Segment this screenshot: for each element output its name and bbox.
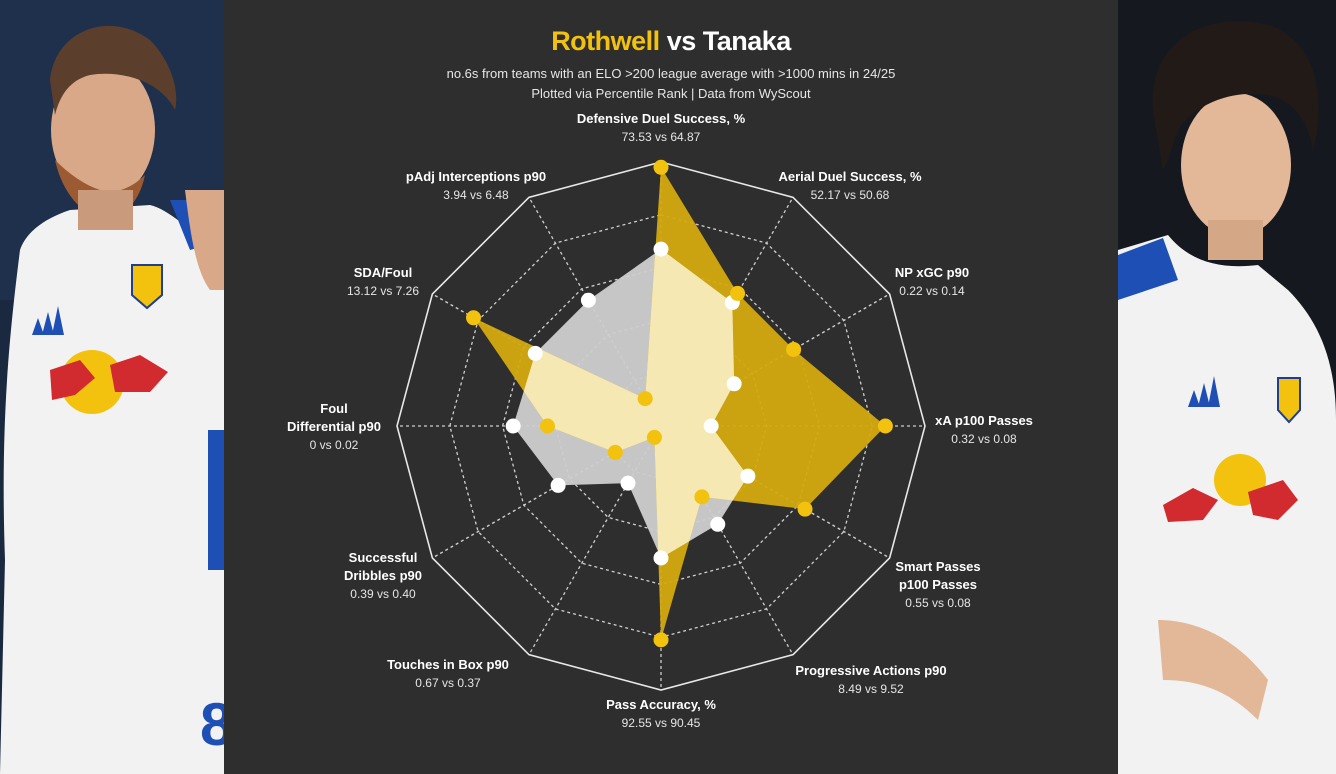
axis-label: xA p100 Passes 0.32 vs 0.08 [935, 412, 1033, 448]
axis-label: pAdj Interceptions p90 3.94 vs 6.48 [406, 168, 546, 204]
point-rothwell [786, 341, 802, 357]
axis-label: Smart Passes p100 Passes 0.55 vs 0.08 [895, 558, 980, 612]
axis-label-values: 92.55 vs 90.45 [621, 716, 701, 730]
point-tanaka [653, 241, 669, 257]
axis-label-values: 13.12 vs 7.26 [346, 284, 420, 298]
grid-ring [396, 161, 926, 691]
radar-series [473, 167, 886, 640]
point-tanaka [550, 477, 566, 493]
axis-label-name: Smart Passes p100 Passes [895, 559, 981, 592]
axis-label-values: 0.67 vs 0.37 [415, 676, 481, 690]
point-rothwell [653, 159, 669, 175]
point-rothwell [797, 501, 813, 517]
point-tanaka [620, 475, 636, 491]
point-rothwell [607, 444, 623, 460]
point-tanaka [726, 376, 742, 392]
axis-label-name: xA p100 Passes [935, 413, 1033, 428]
point-rothwell [466, 310, 482, 326]
axis-label-values: 8.49 vs 9.52 [838, 682, 904, 696]
point-rothwell [637, 391, 653, 407]
axis-label-name: NP xGC p90 [894, 265, 970, 280]
point-rothwell [539, 418, 555, 434]
axis-label-name: Pass Accuracy, % [606, 697, 716, 712]
point-tanaka [527, 345, 543, 361]
axis-label-name: SDA/Foul [353, 265, 413, 280]
point-rothwell [730, 285, 746, 301]
axis-label-name: Foul Differential p90 [287, 401, 381, 434]
chart-subtitle-1: no.6s from teams with an ELO >200 league… [446, 66, 896, 81]
player-a-name: Rothwell [551, 26, 660, 56]
point-tanaka [740, 468, 756, 484]
rothwell-photo: 8 [0, 0, 224, 774]
axis-label-values: 0.32 vs 0.08 [951, 432, 1017, 446]
axis-label-values: 73.53 vs 64.87 [621, 130, 701, 144]
tanaka-photo [1118, 0, 1336, 774]
axis-label: Defensive Duel Success, % 73.53 vs 64.87 [577, 110, 745, 146]
axis-label: Progressive Actions p90 8.49 vs 9.52 [795, 662, 946, 698]
axis-label-values: 52.17 vs 50.68 [810, 188, 890, 202]
axis-label-name: Touches in Box p90 [387, 657, 509, 672]
point-tanaka [505, 418, 521, 434]
chart-title: Rothwell vs Tanaka [224, 26, 1118, 57]
axis-label-name: Progressive Actions p90 [795, 663, 947, 678]
radar-chart [396, 159, 926, 691]
axis-label-name: pAdj Interceptions p90 [405, 169, 547, 184]
player-b-name: Tanaka [702, 26, 792, 56]
axis-label-values: 0.22 vs 0.14 [899, 284, 965, 298]
axis-label-name: Successful Dribbles p90 [343, 550, 423, 583]
axis-label: NP xGC p90 0.22 vs 0.14 [895, 264, 969, 300]
axis-label-values: 3.94 vs 6.48 [443, 188, 509, 202]
axis-label: Touches in Box p90 0.67 vs 0.37 [387, 656, 509, 692]
point-rothwell [653, 632, 669, 648]
point-rothwell [877, 418, 893, 434]
radar-panel: Rothwell vs Tanaka no.6s from teams with… [224, 0, 1118, 774]
axis-label: Foul Differential p90 0 vs 0.02 [287, 400, 381, 454]
chart-subtitle-2: Plotted via Percentile Rank | Data from … [531, 86, 811, 101]
axis-label-name: Aerial Duel Success, % [778, 169, 922, 184]
axis-label: Successful Dribbles p90 0.39 vs 0.40 [344, 549, 422, 603]
player-photo-right [1118, 0, 1336, 774]
axis-label: Pass Accuracy, % 92.55 vs 90.45 [606, 696, 716, 732]
point-rothwell [694, 489, 710, 505]
point-tanaka [580, 292, 596, 308]
radar-points [466, 159, 893, 648]
svg-text:8: 8 [200, 691, 224, 758]
player-photo-left: 8 [0, 0, 224, 774]
point-rothwell [646, 429, 662, 445]
axis-label: SDA/Foul 13.12 vs 7.26 [347, 264, 419, 300]
axis-label-values: 0.39 vs 0.40 [350, 587, 416, 601]
axis-label: Aerial Duel Success, % 52.17 vs 50.68 [778, 168, 921, 204]
axis-label-name: Defensive Duel Success, % [576, 111, 746, 126]
point-tanaka [710, 516, 726, 532]
axis-label-values: 0.55 vs 0.08 [905, 596, 971, 610]
vs-text: vs [666, 26, 697, 56]
axis-label-values: 0 vs 0.02 [309, 438, 359, 452]
point-tanaka [703, 418, 719, 434]
point-tanaka [653, 550, 669, 566]
